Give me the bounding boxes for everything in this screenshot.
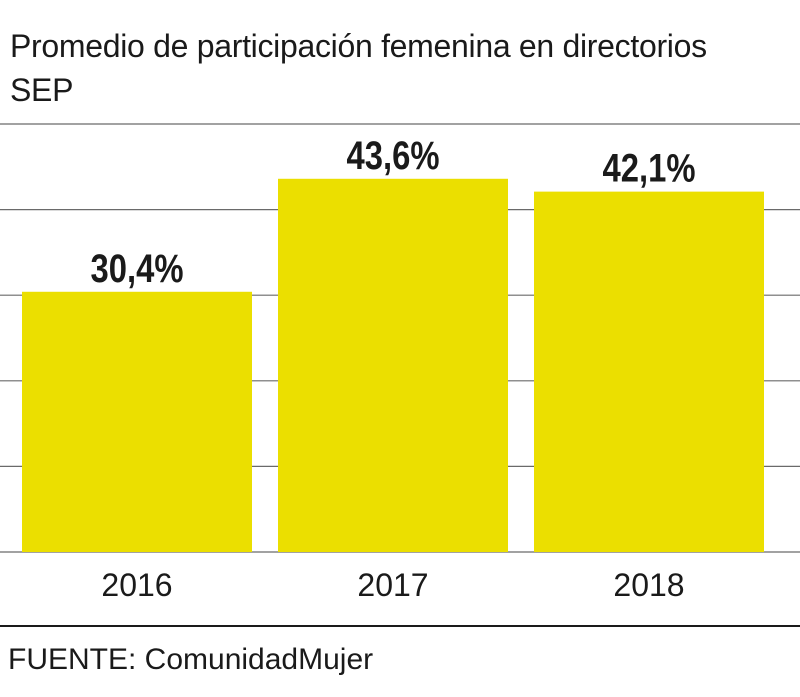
x-tick-label: 2016 bbox=[101, 567, 172, 603]
bar bbox=[22, 291, 252, 552]
bar bbox=[534, 191, 764, 552]
bar-chart: 30,4% 2016 43,6% 2017 42,1% 2018 bbox=[0, 123, 800, 627]
chart-title: Promedio de participación femenina en di… bbox=[10, 28, 707, 108]
bar bbox=[278, 178, 508, 552]
data-label: 30,4% bbox=[91, 246, 184, 291]
data-label: 43,6% bbox=[347, 133, 440, 178]
source-note: FUENTE: ComunidadMujer bbox=[8, 643, 374, 676]
data-label: 42,1% bbox=[603, 146, 696, 191]
x-tick-label: 2018 bbox=[613, 567, 684, 603]
x-tick-label: 2017 bbox=[357, 567, 428, 603]
